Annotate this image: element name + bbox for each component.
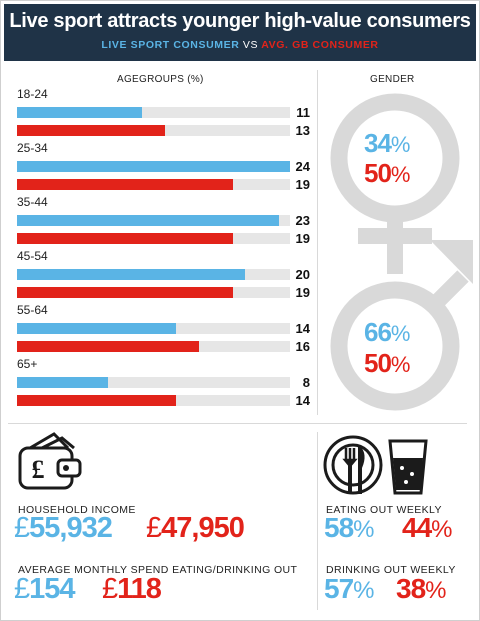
bar-track	[17, 287, 290, 298]
household-income-label: HOUSEHOLD INCOME	[18, 504, 136, 516]
income-live-sport: £55,932	[14, 512, 113, 544]
age-group-label: 25-34	[17, 141, 48, 155]
bar-value-label: 14	[295, 393, 310, 408]
legend-gb-average: AVG. GB CONSUMER	[261, 39, 379, 51]
bar-live-sport	[17, 323, 177, 334]
bar-track	[17, 233, 290, 244]
bar-value-label: 19	[295, 177, 310, 192]
bar-value-label: 14	[295, 321, 310, 336]
bar-track	[17, 125, 290, 136]
gender-symbols	[330, 93, 473, 411]
page-title: Live sport attracts younger high-value c…	[9, 10, 471, 32]
divider-horizontal	[8, 423, 467, 424]
income-gb-avg: £47,950	[146, 512, 245, 544]
bar-gb-average	[17, 125, 165, 136]
bar-track	[17, 215, 290, 226]
bar-live-sport	[17, 269, 245, 280]
bar-live-sport	[17, 377, 108, 388]
bar-track	[17, 179, 290, 190]
bar-gb-average	[17, 341, 199, 352]
bar-value-label: 13	[295, 123, 310, 138]
divider-vertical-top	[317, 70, 318, 415]
bar-value-label: 11	[296, 105, 310, 120]
bar-value-label: 24	[295, 159, 310, 174]
bar-live-sport	[17, 161, 290, 172]
bar-value-label: 19	[295, 231, 310, 246]
drinking-out-label: DRINKING OUT WEEKLY	[326, 564, 456, 576]
legend-vs: VS	[242, 39, 259, 51]
svg-text:£: £	[32, 455, 45, 484]
age-group-label: 18-24	[17, 87, 48, 101]
male-gb-avg-pct: 50%	[364, 348, 410, 378]
gender-label: GENDER	[370, 74, 415, 85]
male-symbol-icon	[330, 240, 473, 411]
bar-value-label: 19	[295, 285, 310, 300]
age-group-label: 35-44	[17, 195, 48, 209]
eating-live-sport-pct: 58%	[324, 512, 375, 543]
bar-live-sport	[17, 215, 279, 226]
plate-cutlery-icon	[323, 435, 383, 495]
divider-vertical-bottom	[317, 432, 318, 610]
eating-gb-avg-pct: 44%	[402, 512, 453, 543]
eating-out-label: EATING OUT WEEKLY	[326, 504, 442, 516]
bar-track	[17, 395, 290, 406]
spend-live-sport: £154	[14, 573, 76, 605]
female-symbol-icon	[330, 93, 460, 274]
chart-title: AGEGROUPS (%)	[117, 74, 204, 85]
glass-icon	[388, 439, 428, 495]
bar-value-label: 20	[295, 267, 310, 282]
bar-track	[17, 161, 290, 172]
bar-gb-average	[17, 395, 177, 406]
bar-track	[17, 341, 290, 352]
bar-value-label: 23	[295, 213, 310, 228]
bar-value-label: 16	[295, 339, 310, 354]
female-live-sport-pct: 34%	[364, 128, 410, 158]
bar-live-sport	[17, 107, 143, 118]
female-gb-avg-pct: 50%	[364, 158, 410, 188]
bar-track	[17, 269, 290, 280]
age-group-label: 65+	[17, 357, 38, 371]
drinking-gb-avg-pct: 38%	[396, 573, 447, 604]
bar-track	[17, 107, 290, 118]
age-group-label: 55-64	[17, 303, 48, 317]
header-banner: Live sport attracts younger high-value c…	[4, 4, 476, 61]
drinking-live-sport-pct: 57%	[324, 573, 375, 604]
bar-gb-average	[17, 233, 234, 244]
bar-value-label: 8	[302, 375, 310, 390]
bar-gb-average	[17, 179, 234, 190]
bar-track	[17, 323, 290, 334]
legend: LIVE SPORT CONSUMER VS AVG. GB CONSUMER	[4, 39, 476, 51]
spend-gb-avg: £118	[102, 573, 162, 605]
male-live-sport-pct: 66%	[364, 317, 410, 347]
monthly-spend-label: AVERAGE MONTHLY SPEND EATING/DRINKING OU…	[18, 564, 298, 576]
age-group-label: 45-54	[17, 249, 48, 263]
legend-live-sport: LIVE SPORT CONSUMER	[101, 39, 240, 51]
bar-gb-average	[17, 287, 234, 298]
wallet-pound-icon: £	[18, 432, 82, 490]
bar-track	[17, 377, 290, 388]
